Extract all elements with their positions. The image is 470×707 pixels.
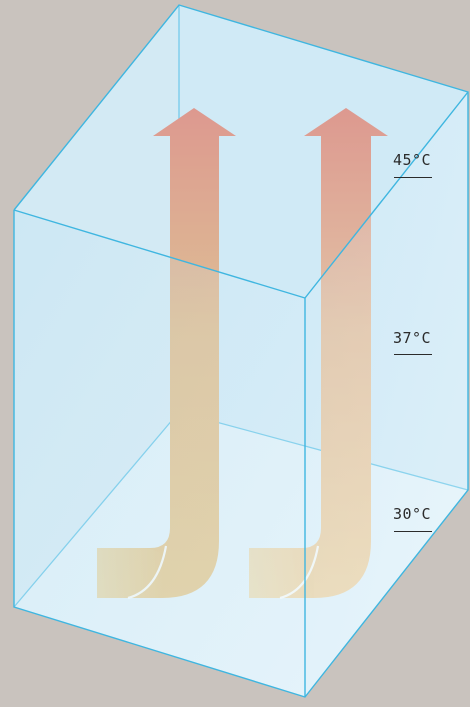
temperature-underline-bottom [394, 531, 432, 532]
temperature-label-middle: 37°C [392, 329, 432, 347]
temperature-label-top: 45°C [392, 151, 432, 169]
temperature-underline-middle [394, 354, 432, 355]
box-front [13, 4, 469, 698]
temperature-label-bottom: 30°C [392, 505, 432, 523]
temperature-underline-top [394, 177, 432, 178]
